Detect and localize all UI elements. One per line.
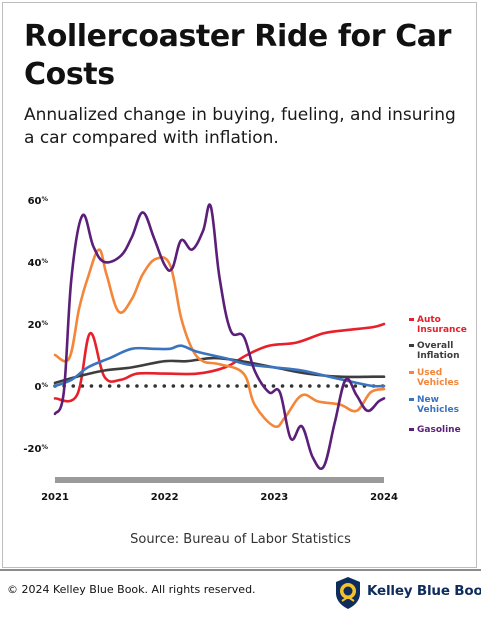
chart-card xyxy=(2,2,477,568)
x-tick-label: 2022 xyxy=(151,492,179,500)
x-tick-label: 2024 xyxy=(370,492,398,500)
x-tick-label: 2023 xyxy=(260,492,288,500)
kbb-badge-icon xyxy=(336,577,360,609)
brand-name: Kelley Blue Book xyxy=(367,583,481,599)
legend-swatch-gasoline xyxy=(409,428,414,431)
x-tick-label: 2021 xyxy=(41,492,69,500)
source-note: Source: Bureau of Labor Statistics xyxy=(130,532,351,547)
legend-label-used-vehicles: Used Vehicles xyxy=(417,368,459,388)
copyright-text: © 2024 Kelley Blue Book. All rights rese… xyxy=(7,583,256,596)
series-line-overall-inflation xyxy=(53,356,386,385)
legend-label-auto-insurance: Auto Insurance xyxy=(417,315,467,335)
line-chart: 60% 40% 20% 0% -20% 2021 2022 2023 2024 Auto Insur… xyxy=(23,195,467,500)
y-tick-label: 60% xyxy=(28,195,49,207)
series-line-gasoline xyxy=(53,203,386,471)
brand-logo[interactable]: Kelley Blue Book xyxy=(333,576,481,610)
legend-label-overall-inflation: Overall Inflation xyxy=(417,341,459,361)
page-subtitle: Annualized change in buying, fueling, an… xyxy=(24,105,456,148)
legend-swatch-auto-insurance xyxy=(409,318,414,321)
legend-swatch-overall-inflation xyxy=(409,344,414,347)
y-tick-label: -20% xyxy=(23,443,48,455)
footer-divider xyxy=(0,569,481,571)
y-tick-label: 20% xyxy=(28,319,49,331)
legend-label-new-vehicles: New Vehicles xyxy=(417,395,459,415)
legend-swatch-new-vehicles xyxy=(409,398,414,401)
y-tick-label: 40% xyxy=(28,257,49,269)
series-line-auto-insurance xyxy=(53,322,386,403)
legend-label-gasoline: Gasoline xyxy=(417,425,461,435)
y-tick-label: 0% xyxy=(35,381,49,393)
series-line-new-vehicles xyxy=(53,344,386,388)
legend-swatch-used-vehicles xyxy=(409,371,414,374)
page-title: Rollercoaster Ride for Car Costs xyxy=(24,19,452,92)
